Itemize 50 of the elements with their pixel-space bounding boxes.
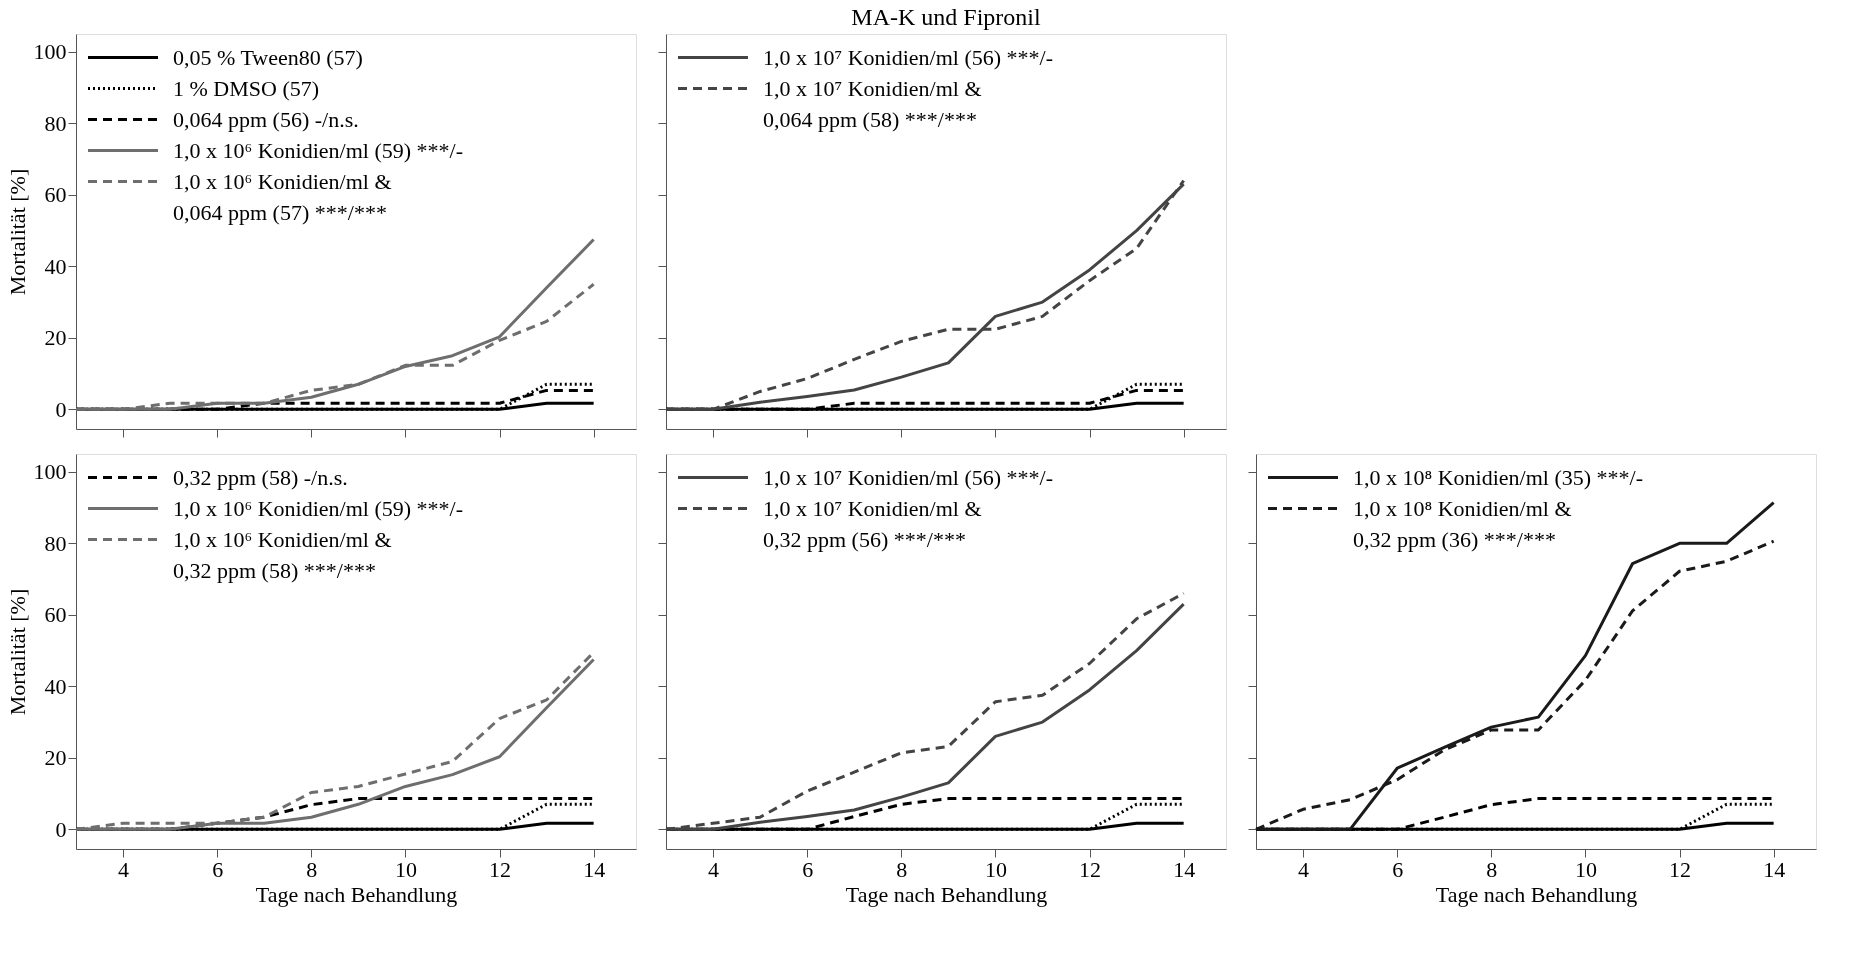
x-axis-title: Tage nach Behandlung [255, 881, 458, 907]
y-tick-label: 60 [44, 602, 67, 628]
legend-label: 0,064 ppm (56) -/n.s. [173, 106, 359, 132]
legend-label: 1,0 x 10⁷ Konidien/ml & 0,32 ppm (56) ***/*** [763, 495, 982, 552]
legend-label: 1,0 x 10⁶ Konidien/ml & 0,064 ppm (57) ***/*** [173, 168, 392, 225]
legend-label: 1,0 x 10⁷ Konidien/ml & 0,064 ppm (58) ***/*** [763, 75, 982, 132]
y-tick-label: 60 [44, 182, 67, 208]
x-tick-label: 10 [984, 856, 1007, 882]
x-tick-label: 8 [896, 856, 908, 882]
chart-title: MA-K und Fipronil [851, 4, 1041, 30]
x-axis-title: Tage nach Behandlung [1435, 881, 1638, 907]
y-tick-label: 100 [33, 459, 67, 485]
x-tick-label: 14 [1763, 856, 1786, 882]
x-tick-label: 6 [212, 856, 224, 882]
x-tick-label: 12 [489, 856, 512, 882]
y-tick-label: 20 [44, 325, 67, 351]
x-tick-label: 14 [1173, 856, 1196, 882]
y-tick-label: 100 [33, 39, 67, 65]
legend-label: 1,0 x 10⁷ Konidien/ml (56) ***/- [763, 44, 1053, 70]
x-axis-title: Tage nach Behandlung [845, 881, 1048, 907]
legend-label: 1 % DMSO (57) [173, 75, 320, 101]
x-tick-label: 10 [1574, 856, 1597, 882]
x-tick-label: 4 [118, 856, 130, 882]
legend-label: 0,32 ppm (58) -/n.s. [173, 464, 348, 490]
legend-label: 1,0 x 10⁶ Konidien/ml & 0,32 ppm (58) ***/*** [173, 526, 392, 583]
y-axis-title: Mortalität [%] [4, 168, 30, 296]
y-tick-label: 80 [44, 530, 67, 556]
x-tick-label: 10 [394, 856, 417, 882]
y-tick-label: 80 [44, 110, 67, 136]
y-tick-label: 20 [44, 745, 67, 771]
legend-label: 1,0 x 10⁷ Konidien/ml (56) ***/- [763, 464, 1053, 490]
y-tick-label: 0 [55, 396, 67, 422]
legend-label: 1,0 x 10⁸ Konidien/ml & 0,32 ppm (36) ***/*** [1353, 495, 1572, 552]
x-tick-label: 12 [1079, 856, 1102, 882]
y-tick-label: 0 [55, 816, 67, 842]
y-tick-label: 40 [44, 253, 67, 279]
x-tick-label: 6 [802, 856, 814, 882]
y-tick-label: 40 [44, 673, 67, 699]
x-tick-label: 6 [1392, 856, 1404, 882]
legend-label: 1,0 x 10⁸ Konidien/ml (35) ***/- [1353, 464, 1643, 490]
x-tick-label: 8 [1486, 856, 1498, 882]
y-axis-title: Mortalität [%] [4, 588, 30, 716]
x-tick-label: 14 [583, 856, 606, 882]
x-tick-label: 4 [708, 856, 720, 882]
x-tick-label: 12 [1669, 856, 1692, 882]
legend-label: 1,0 x 10⁶ Konidien/ml (59) ***/- [173, 137, 463, 163]
x-tick-label: 8 [306, 856, 318, 882]
legend-label: 0,05 % Tween80 (57) [173, 44, 363, 70]
x-tick-label: 4 [1298, 856, 1310, 882]
legend-label: 1,0 x 10⁶ Konidien/ml (59) ***/- [173, 495, 463, 521]
